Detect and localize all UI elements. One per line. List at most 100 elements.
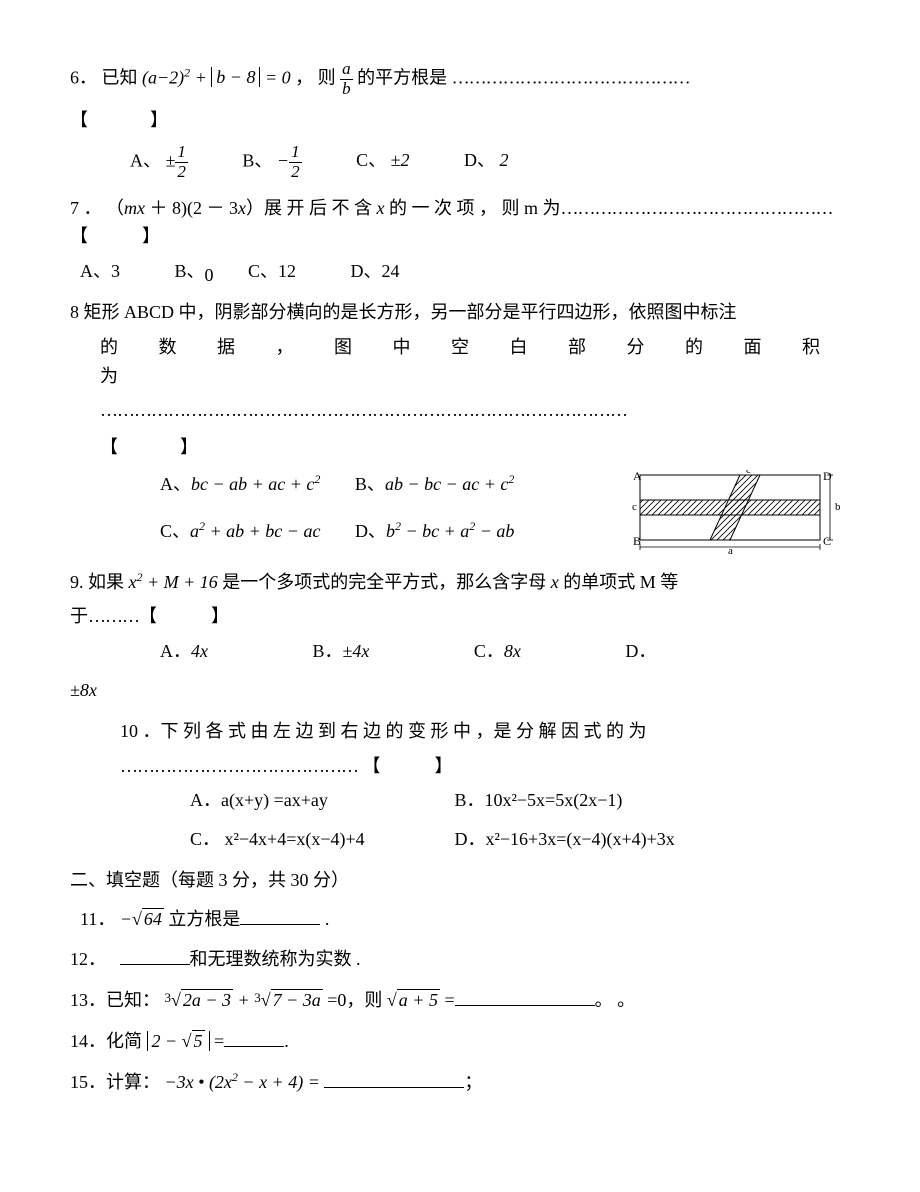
q9a-v: 4x [191,641,208,661]
q10-opts-row2: C． x²−4x+4=x(x−4)+4 D．x²−16+3x=(x−4)(x+4… [70,825,850,854]
q7-x: x [238,198,246,218]
q7-pm: )(2 － 3 [181,198,238,218]
q9-optC: C．8x [474,637,521,666]
q7-p8: ＋ 8 [145,198,181,218]
q6-plus: + [195,67,212,87]
q6-optC-label: C、 [356,150,386,170]
q9-optD-label: D． [625,641,656,661]
q13-e3: a + 5 [397,989,440,1010]
q10-optB: B．10x²−5x=5x(2x−1) [455,790,623,810]
q6-optD-val: 2 [499,150,508,170]
q9-dots: ……… [88,606,139,626]
q7-x2: x [377,198,385,218]
question-13: 13．已知： 3√2a − 3 + 3√7 − 3a =0，则 √a + 5 =… [70,986,850,1015]
q8b-l: B、 [355,474,385,494]
q8-line1: 8 矩形 ABCD 中，阴影部分横向的是长方形，另一部分是平行四边形，依照图中标… [70,298,850,327]
q7-optD: D、24 [351,257,400,286]
question-14: 14．化简 2 − √5 =. [70,1027,850,1056]
q10-opts-row1: A．a(x+y) =ax+ay B．10x²−5x=5x(2x−1) [70,786,850,815]
q6-frac-den: b [340,80,353,99]
q8-optB: B、ab − bc − ac + c2 [355,470,514,499]
q15-expr: −3x • (2x [165,1072,232,1092]
q9-bracket: 【 】 [139,606,229,626]
q6-number: 6． [70,67,97,87]
q13-eq: =0，则 [327,990,382,1010]
q9-mid: 是一个多项式的完全平方式，那么含字母 [222,572,546,592]
q6-frac-num: a [340,60,353,80]
q9b-l: B． [313,641,343,661]
q8d-m: − bc + a [401,521,469,541]
q6-bracket: 【 】 [70,106,850,135]
q8-content: A D B C c c a b A、bc − ab + ac + c2 B、ab… [70,470,850,556]
section-2-title: 二、填空题（每题 3 分，共 30 分） [70,866,850,895]
question-15: 15．计算： −3x • (2x2 − x + 4) = ； [70,1068,850,1097]
q9-suffix: 的单项式 M 等 [563,572,678,592]
q8d-r: − ab [475,521,514,541]
q11-val: 64 [142,908,164,929]
q8-optA: A、bc − ab + ac + c2 [160,470,320,499]
q14-p: . [284,1031,289,1051]
q8-optC: C、a2 + ab + bc − ac [160,517,320,546]
question-10: 10 ．下 列 各 式 由 左 边 到 右 边 的 变 形 中 ，是 分 解 因… [70,717,850,854]
q13-num: 13．已知： [70,990,160,1010]
q13-plus: + [238,990,255,1010]
q9b-v: ±4x [343,641,370,661]
label-D: D [823,470,832,483]
q6-then: 则 [318,67,336,87]
q6-optB-label: B、 [242,150,272,170]
q9d-v: ±8x [70,680,97,700]
question-8: 8 矩形 ABCD 中，阴影部分横向的是长方形，另一部分是平行四边形，依照图中标… [70,298,850,556]
q9-prefix: 9. 如果 [70,572,124,592]
question-6: 6． 已知 (a−2)2 + b − 8 = 0 ， 则 a b 的平方根是 …… [70,60,850,182]
q6-expr-a: (a−2) [142,67,184,87]
q14-blank [224,1029,284,1047]
q15-blank [324,1070,464,1088]
label-A: A [633,470,642,483]
q9-l2p: 于 [70,606,88,626]
label-a: a [728,545,733,555]
q15-num: 15．计算： [70,1072,160,1092]
q9-optD-line: ±8x [70,676,850,705]
q8c-e: a [190,521,199,541]
q6-optA-pm: ± [166,150,176,170]
q9c-v: 8x [504,641,521,661]
q6-dots: …………………………………… [452,67,690,87]
question-12: 12． 和无理数统称为实数 . [70,945,850,974]
question-7: 7 ． （mx ＋ 8)(2 － 3x）展 开 后 不 含 x 的 一 次 项 … [70,194,850,286]
q8d-l: D、 [355,521,386,541]
q10-dots: …………………………………… [120,756,358,776]
q8-diagram: A D B C c c a b [630,470,850,555]
q8-bracket: 【 】 [70,433,850,462]
q7-optB: B、0 [175,257,214,286]
q8a-l: A、 [160,474,191,494]
q13-e1: 2a − 3 [181,989,233,1010]
q6-opt-b: B、 −12 [242,143,301,181]
q6-opt-d: D、 2 [464,146,509,175]
q6-optA-label: A、 [130,150,161,170]
q6-suffix: 的平方根是 [357,67,447,87]
label-c1: c [746,470,751,476]
q14-eq: = [214,1031,224,1051]
q6-opt-c: C、 ±2 [356,146,409,175]
q9-optA: A．4x [160,637,208,666]
q7-optA: A、3 [80,257,120,286]
q11-blank [240,907,320,925]
q6-optD-label: D、 [464,150,495,170]
q6-options: A、 ±12 B、 −12 C、 ±2 D、 2 [70,143,850,181]
q10-optD: D．x²−16+3x=(x−4)(x+4)+3x [455,829,675,849]
q9a-l: A． [160,641,191,661]
q6-opt-a: A、 ±12 [130,143,188,181]
q6a-den: 2 [175,163,188,182]
q11-sqrt: √ [132,909,142,929]
q14-abs: 2 − √5 [147,1031,210,1051]
q11-suffix: 立方根是 [168,909,240,929]
q6-exp: 2 [184,65,190,79]
q7-dots: ………………………………………… [561,198,833,218]
q9-line2: 于………【 】 [70,602,850,631]
q7-bracket: 【 】 [70,226,160,246]
q8d-e: b [386,521,395,541]
q7-pc: ）展 开 后 不 含 [246,198,377,218]
q10-optA: A．a(x+y) =ax+ay [190,786,450,815]
q8-optD: D、b2 − bc + a2 − ab [355,517,514,546]
q11-neg: − [120,909,132,929]
